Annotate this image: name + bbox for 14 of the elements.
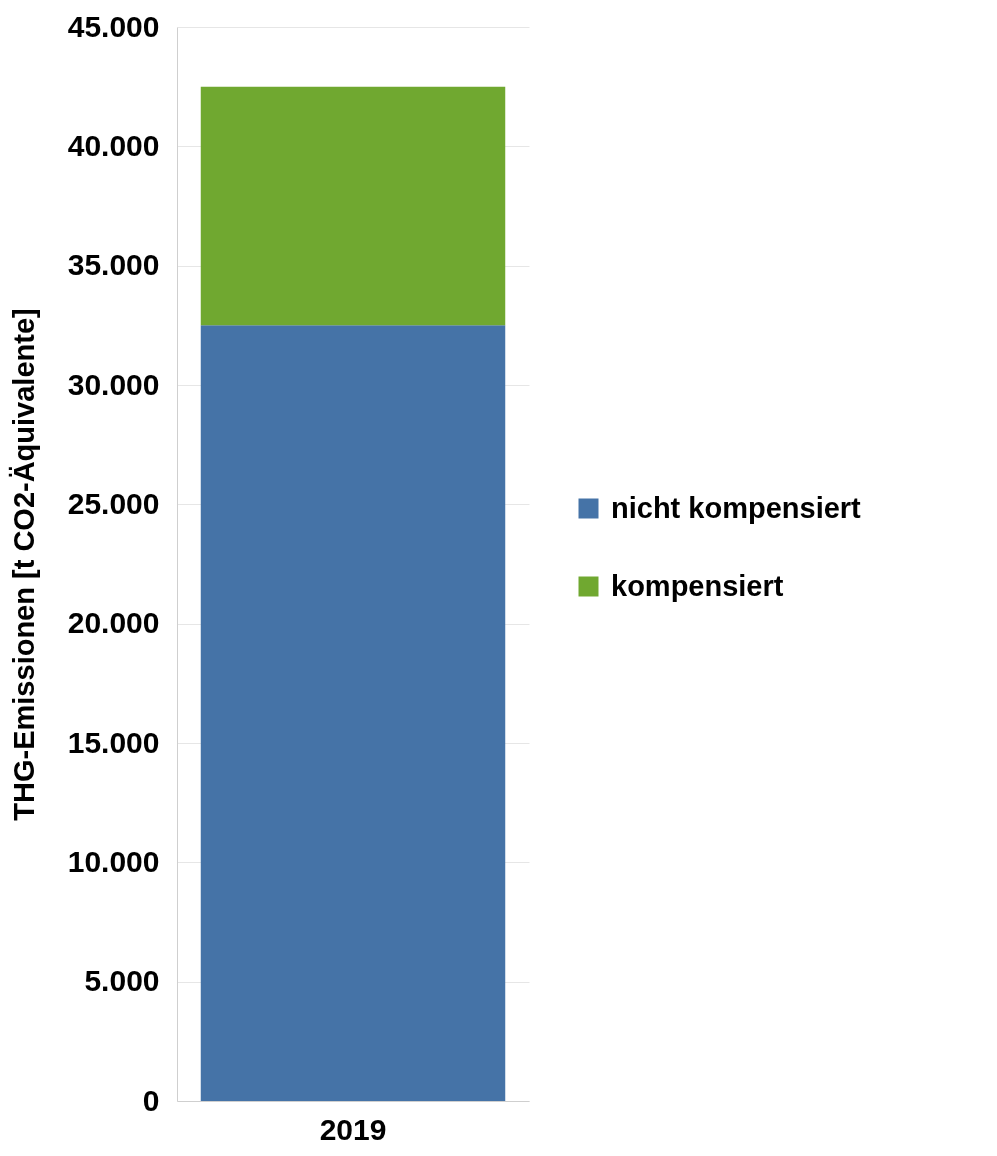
legend-label: nicht kompensiert xyxy=(611,491,862,524)
y-tick-label: 25.000 xyxy=(67,486,160,520)
y-tick-label: 40.000 xyxy=(67,128,160,162)
y-tick-label: 45.000 xyxy=(67,9,160,43)
y-tick-label: 5.000 xyxy=(84,964,160,998)
x-tick-label: 2019 xyxy=(319,1112,387,1146)
y-tick-label: 35.000 xyxy=(67,248,160,282)
y-tick-label: 30.000 xyxy=(67,367,160,401)
y-axis-title: THG-Emissionen [t CO2-Äquivalente] xyxy=(7,308,40,821)
y-tick-label: 10.000 xyxy=(67,844,160,878)
legend-label: kompensiert xyxy=(611,569,784,602)
y-tick-label: 15.000 xyxy=(67,725,160,759)
y-tick-label: 20.000 xyxy=(67,606,160,640)
y-tick-label: 0 xyxy=(142,1083,160,1117)
